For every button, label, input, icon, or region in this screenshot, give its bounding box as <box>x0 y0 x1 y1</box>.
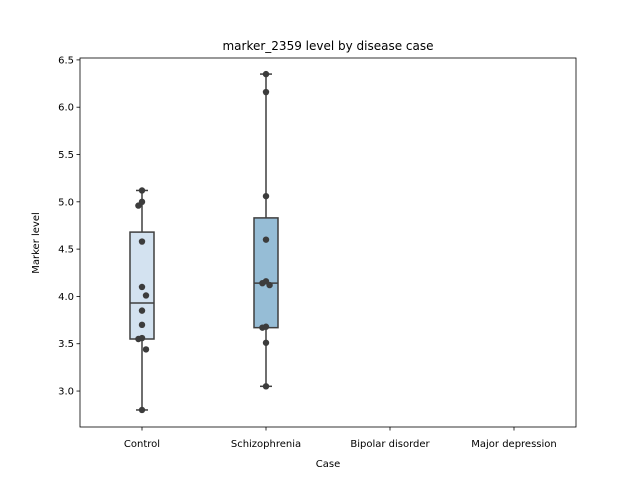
data-point <box>262 88 270 96</box>
y-tick-label: 3.5 <box>58 339 74 350</box>
data-point <box>262 192 270 200</box>
x-axis-label: Case <box>316 459 340 470</box>
data-point <box>138 307 146 314</box>
data-point <box>259 279 266 287</box>
box-group-control <box>129 187 155 414</box>
x-tick-label: Major depression <box>471 439 557 450</box>
data-point <box>262 236 270 243</box>
data-point <box>262 70 270 78</box>
x-tick-label: Control <box>124 439 160 450</box>
data-point <box>142 292 150 299</box>
data-point <box>138 321 146 329</box>
y-tick-label: 6.0 <box>58 103 74 114</box>
x-tick-label: Schizophrenia <box>231 439 301 450</box>
data-point <box>138 406 146 414</box>
y-tick-label: 4.5 <box>58 245 74 256</box>
box-iqr <box>253 217 279 329</box>
x-tick-label: Bipolar disorder <box>350 439 430 450</box>
y-tick-label: 4.0 <box>58 292 74 303</box>
data-point <box>266 281 273 289</box>
data-point <box>138 283 146 291</box>
y-tick-label: 6.5 <box>58 55 74 66</box>
data-point <box>142 346 150 353</box>
box-group-schizophrenia <box>253 70 279 390</box>
data-point <box>135 335 142 343</box>
y-axis-label: Marker level <box>31 212 42 274</box>
y-tick-label: 5.5 <box>58 150 74 161</box>
plot-marks: 3.0 3.5 4.0 4.5 5.0 5.5 6.0 6.5 Control Schizophr… <box>58 55 557 450</box>
data-point <box>135 202 142 209</box>
y-tick-label: 5.0 <box>58 197 74 208</box>
plot-frame <box>79 57 577 428</box>
data-point <box>138 187 146 194</box>
chart-title: marker_2359 level by disease case <box>222 39 433 53</box>
y-tick-label: 3.0 <box>58 387 74 398</box>
data-point <box>262 383 270 390</box>
data-point <box>259 324 266 331</box>
data-point <box>262 339 270 346</box>
data-point <box>138 238 146 245</box>
